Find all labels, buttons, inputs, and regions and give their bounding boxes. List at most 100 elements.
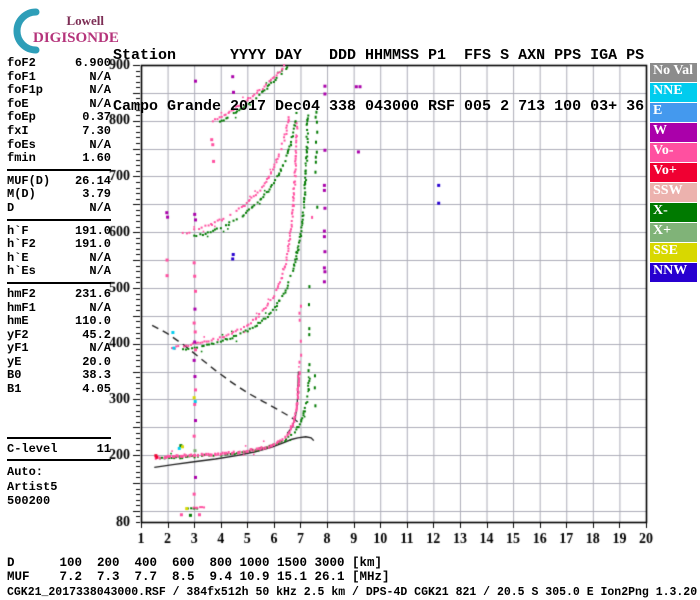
param-row-hF2: h`F2 191.0 (7, 238, 111, 252)
legend-item-NNE: NNE (650, 83, 697, 102)
muf-row: MUF 7.2 7.3 7.7 8.5 9.4 10.9 15.1 26.1 [… (7, 569, 390, 584)
param-value: 6.900 (74, 56, 111, 70)
param-value: 20.0 (82, 354, 111, 369)
doppler-direction-legend: No Val NNE E W Vo- Vo+ SSW X- X+ SSE NNW (650, 63, 697, 283)
param-value: N/A (89, 69, 111, 84)
param-row-foEp: foEp 0.37 (7, 111, 111, 125)
param-row-hE: h`E N/A (7, 250, 111, 266)
header-field-names: Station YYYY DAY DDD HHMMSS P1 FFS S AXN… (113, 47, 645, 64)
param-label: hmF2 (7, 286, 36, 301)
param-label: h`E (7, 250, 29, 265)
param-value: 0.37 (82, 110, 111, 125)
param-value: 26.14 (74, 173, 111, 188)
param-label: foEp (7, 110, 36, 125)
autoscaling-info: Auto: (7, 465, 44, 480)
panel-divider (7, 436, 111, 439)
param-value: 1.60 (82, 151, 111, 166)
param-row-foF2: foF2 6.900 (7, 56, 111, 71)
distance-row: D 100 200 400 600 800 1000 1500 3000 [km… (7, 556, 383, 570)
file-info-line: CGK21_2017338043000.RSF / 384fx512h 50 k… (7, 585, 698, 599)
param-label: C-level (7, 441, 58, 456)
autoscaling-info: 500200 (7, 494, 51, 509)
legend-item-Vo+: Vo+ (650, 163, 697, 182)
param-value: N/A (89, 200, 111, 215)
param-label: MUF(D) (7, 173, 51, 188)
param-value: 11 (96, 441, 111, 456)
header-field-values: Campo Grande 2017 Dec04 338 043000 RSF 0… (113, 98, 645, 115)
footer-readouts: D 100 200 400 600 800 1000 1500 3000 [km… (7, 556, 698, 599)
legend-item-X-: X- (650, 203, 697, 222)
param-label: fxI (7, 123, 29, 138)
param-row-foF1: foF1 N/A (7, 69, 111, 85)
logo-lowell-text: Lowell (66, 13, 104, 28)
param-label: foF2 (7, 56, 36, 70)
param-row-yE: yE 20.0 (7, 354, 111, 370)
param-row-foE: foE N/A (7, 96, 111, 112)
param-label: foF1p (7, 83, 44, 98)
lowell-digisonde-logo: Lowell DIGISONDE (6, 6, 119, 54)
param-value: N/A (89, 96, 111, 111)
param-label: B0 (7, 368, 22, 383)
legend-item-Vo-: Vo- (650, 143, 697, 162)
param-label: D (7, 200, 15, 215)
panel-divider (7, 459, 111, 462)
param-value: 4.05 (82, 382, 111, 397)
param-value: N/A (89, 137, 111, 152)
param-label: yF1 (7, 341, 29, 356)
legend-item-E: E (650, 103, 697, 122)
param-row-hF: h`F 191.0 (7, 223, 111, 239)
param-row-hmF1: hmF1 N/A (7, 300, 111, 316)
panel-divider (7, 218, 111, 221)
param-value: 191.0 (74, 223, 111, 238)
param-label: foEs (7, 137, 36, 152)
param-row-yF1: yF1 N/A (7, 342, 111, 356)
legend-item-SSW: SSW (650, 183, 697, 202)
param-label: M(D) (7, 187, 36, 202)
param-label: h`F (7, 223, 29, 238)
param-row-fmin: fmin 1.60 (7, 152, 111, 166)
param-label: yE (7, 354, 22, 369)
param-value: N/A (89, 250, 111, 265)
param-value: 7.30 (82, 123, 111, 138)
param-value: N/A (89, 83, 111, 98)
autoscaling-info: Artist5 (7, 479, 58, 494)
legend-item-W: W (650, 123, 697, 142)
param-value: 191.0 (74, 237, 111, 252)
param-label: hmE (7, 314, 29, 329)
legend-item-NNW: NNW (650, 263, 697, 282)
param-row-foEs: foEs N/A (7, 137, 111, 153)
param-row-B0: B0 38.3 (7, 369, 111, 383)
param-value: N/A (89, 341, 111, 356)
param-value: N/A (89, 264, 111, 279)
param-row-B1: B1 4.05 (7, 382, 111, 397)
param-label: h`Es (7, 264, 36, 279)
param-row-fxI: fxI 7.30 (7, 123, 111, 139)
param-row-hmE: hmE 110.0 (7, 314, 111, 329)
param-value: 45.2 (82, 327, 111, 342)
param-value: 38.3 (82, 368, 111, 383)
param-row-MD: M(D) 3.79 (7, 188, 111, 202)
legend-item-NoVal: No Val (650, 63, 697, 82)
param-row-D: D N/A (7, 200, 111, 216)
param-row-foF1p: foF1p N/A (7, 84, 111, 98)
param-value: N/A (89, 300, 111, 315)
panel-divider (7, 168, 111, 171)
param-label: foE (7, 96, 29, 111)
param-value: 110.0 (74, 314, 111, 329)
param-label: hmF1 (7, 300, 36, 315)
scaled-parameters-panel: foF2 6.900 foF1 N/A foF1p N/A foE N/A foEp 0.37 fx… (7, 56, 111, 509)
param-row-hEs: h`Es N/A (7, 265, 111, 279)
param-label: yF2 (7, 327, 29, 342)
param-label: fmin (7, 151, 36, 166)
station-header: Station YYYY DAY DDD HHMMSS P1 FFS S AXN… (113, 13, 644, 149)
legend-item-SSE: SSE (650, 243, 697, 262)
logo-digisonde-text: DIGISONDE (33, 30, 119, 46)
logo-arc-icon (13, 8, 40, 54)
param-value: 3.79 (82, 187, 111, 202)
panel-divider (7, 281, 111, 284)
param-row-MUFD: MUF(D) 26.14 (7, 173, 111, 189)
param-label: B1 (7, 382, 22, 397)
param-label: h`F2 (7, 237, 36, 252)
